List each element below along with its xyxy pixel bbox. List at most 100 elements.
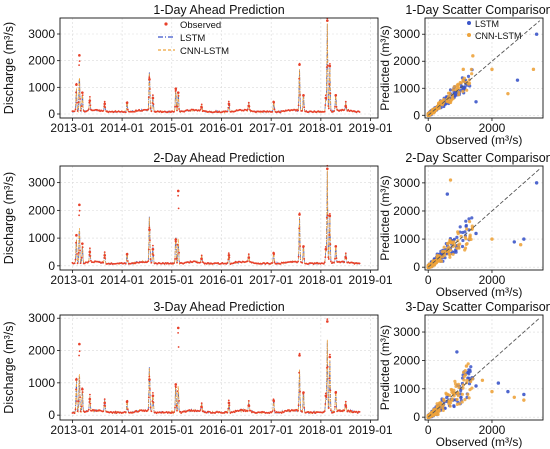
point-observed [298,213,301,216]
point-observed [78,342,81,346]
x-tick-label: 2015-01 [150,121,194,135]
x-tick-label: 2017-01 [249,121,293,135]
point-observed [228,256,231,259]
point-observed [299,390,301,393]
point-cnn-lstm [441,408,445,412]
point-observed [328,214,332,218]
y-tick-label: 1000 [393,81,420,95]
point-lstm [448,88,453,92]
point-observed [350,410,353,412]
point-observed [147,248,150,251]
point-observed [178,251,181,254]
point-observed [297,409,299,412]
point-lstm [464,219,468,223]
chart-title: 3-Day Ahead Prediction [153,300,284,314]
point-observed [327,107,330,110]
chart-sc2: 0 2000 0 1000 2000 3000 2-Day Scatter Comparis… [378,151,550,299]
point-observed [74,258,77,261]
point-observed [78,214,80,217]
point-cnn-lstm [455,402,459,406]
point-cnn-lstm [461,89,465,93]
point-observed [326,167,329,171]
point-observed [344,100,347,103]
point-observed [327,105,330,107]
point-observed [79,109,82,112]
point-cnn-lstm [435,402,439,406]
point-observed [334,391,338,394]
point-observed [328,355,332,359]
point-observed [89,96,91,98]
point-observed [303,106,306,109]
point-cnn-lstm [469,379,473,384]
point-observed [80,405,83,408]
point-observed [329,213,331,215]
point-observed [151,400,154,403]
x-tick-label: 0 [425,121,432,135]
point-observed [147,260,150,262]
y-tick-label: 2000 [393,353,420,367]
point-observed [200,402,203,405]
legend-label: CNN-LSTM [180,46,229,57]
axes-frame [59,165,379,271]
x-tick-label: 2017-01 [249,273,293,287]
point-observed [334,405,336,408]
point-observed [344,400,347,403]
point-observed [297,404,300,407]
point-observed [152,244,154,247]
point-observed [326,19,329,22]
point-cnn-lstm [518,243,523,247]
point-observed [355,410,358,413]
y-tick-label: 0 [413,410,420,424]
point-observed [148,375,151,378]
point-observed [271,410,274,413]
point-observed [344,404,348,407]
point-observed [150,410,153,413]
point-observed [144,409,147,411]
point-observed [329,92,332,95]
point-lstm [474,384,478,388]
point-observed [79,262,82,265]
point-observed [175,404,178,407]
point-observed [76,110,79,112]
point-cnn-lstm [453,382,458,386]
chart-title: 3-Day Scatter Comparison [405,300,550,314]
point-observed [358,411,361,413]
point-cnn-lstm [450,388,454,392]
point-observed [323,110,326,113]
point-observed [87,108,90,110]
point-lstm [474,231,478,236]
point-observed [226,110,229,113]
point-cnn-lstm [468,233,472,237]
point-observed [243,409,246,411]
point-observed [134,110,136,113]
point-observed [86,261,89,264]
point-observed [324,394,328,398]
point-observed [303,407,306,409]
point-cnn-lstm [480,378,485,382]
point-cnn-lstm [453,379,457,383]
point-cnn-lstm [467,396,471,400]
legend-label: Observed [180,20,221,31]
point-observed [330,409,332,412]
chart-title: 1-Day Ahead Prediction [153,3,284,17]
point-lstm [534,181,539,185]
point-cnn-lstm [531,67,536,72]
point-cnn-lstm [465,227,469,231]
point-cnn-lstm [457,385,461,390]
point-observed [330,260,332,263]
x-tick-label: 2013-01 [50,273,94,287]
point-observed [151,394,155,398]
point-observed [329,353,331,356]
point-observed [76,262,79,265]
point-observed [302,94,305,97]
point-cnn-lstm [462,76,466,80]
point-observed [223,412,226,414]
point-observed [344,104,348,108]
point-observed [149,406,152,409]
point-cnn-lstm [438,254,442,258]
point-observed [247,104,251,108]
point-observed [81,94,84,96]
point-cnn-lstm [442,397,446,401]
point-observed [151,102,154,104]
point-observed [177,95,180,97]
